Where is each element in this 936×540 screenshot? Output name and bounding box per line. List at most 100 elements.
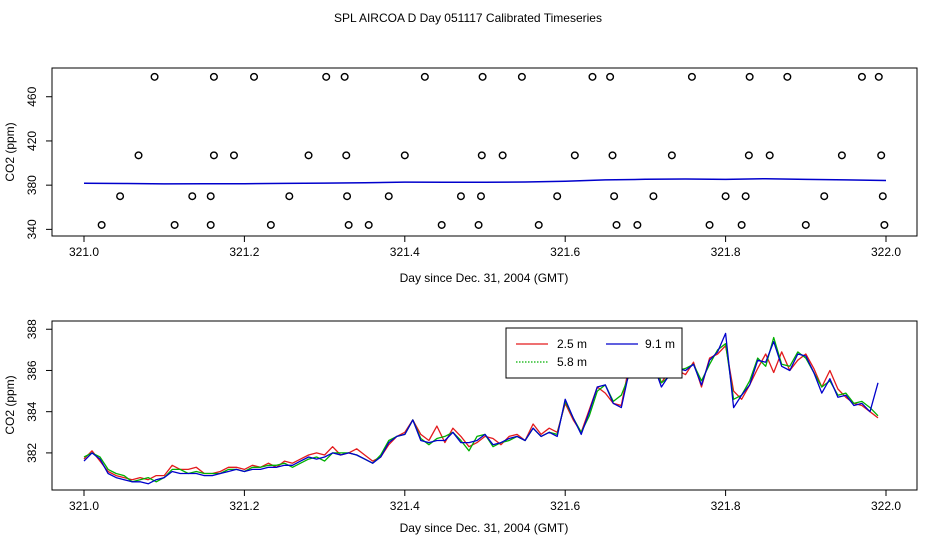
series-line-top: [83, 177, 887, 185]
panel-top: 321.0 321.2 321.4 321.6 321.8 322.0 340 380 420…: [3, 67, 918, 285]
data-point: [633, 220, 642, 229]
data-point: [801, 220, 810, 229]
data-point: [612, 220, 621, 229]
data-point: [344, 220, 353, 229]
panel-bottom-series: [83, 328, 879, 485]
data-point: [266, 220, 275, 229]
data-point: [880, 220, 889, 229]
data-point: [877, 151, 886, 160]
panel-bottom-xtick-label: 321.0: [69, 499, 99, 513]
panel-bottom-xtick-label: 321.2: [229, 499, 259, 513]
data-point: [134, 151, 143, 160]
data-point: [737, 220, 746, 229]
data-point: [456, 192, 465, 201]
legend-label-9.1m: 9.1 m: [645, 337, 675, 351]
data-point: [474, 220, 483, 229]
data-point: [588, 72, 597, 81]
panel-top-frame: [51, 67, 918, 237]
panel-top-points: [97, 72, 889, 229]
panel-top-xlabel: Day since Dec. 31, 2004 (GMT): [400, 271, 569, 285]
panel-top-ytick-label: 340: [25, 219, 39, 239]
data-point: [304, 151, 313, 160]
panel-top-ytick-label: 380: [25, 175, 39, 195]
legend-label-2.5m: 2.5 m: [557, 337, 587, 351]
panel-top-ytick-label: 420: [25, 131, 39, 151]
data-point: [478, 72, 487, 81]
data-point: [400, 151, 409, 160]
data-point: [741, 192, 750, 201]
panel-top-x-ticks: 321.0 321.2 321.4 321.6 321.8 322.0: [69, 236, 901, 259]
data-point: [721, 192, 730, 201]
panel-bottom-ytick-label: 382: [25, 443, 39, 463]
series-line-2.5m: [83, 340, 879, 481]
panel-bottom-ytick-label: 388: [25, 319, 39, 339]
panel-bottom-frame: [51, 320, 918, 491]
panel-bottom-xtick-label: 321.8: [711, 499, 741, 513]
panel-bottom-x-ticks: 321.0 321.2 321.4 321.6 321.8 322.0: [69, 490, 901, 513]
data-point: [116, 192, 125, 201]
data-point: [570, 151, 579, 160]
data-point: [610, 192, 619, 201]
data-point: [420, 72, 429, 81]
data-point: [878, 192, 887, 201]
data-point: [364, 220, 373, 229]
panel-bottom-ytick-label: 384: [25, 401, 39, 421]
figure-title: SPL AIRCOA D Day 051117 Calibrated Times…: [334, 11, 602, 25]
data-point: [874, 72, 883, 81]
data-point: [97, 220, 106, 229]
panel-bottom-ylabel: CO2 (ppm): [3, 375, 17, 434]
data-point: [229, 151, 238, 160]
data-point: [553, 192, 562, 201]
data-point: [606, 72, 615, 81]
data-point: [744, 151, 753, 160]
data-point: [820, 192, 829, 201]
data-point: [476, 192, 485, 201]
legend-label-5.8m: 5.8 m: [557, 355, 587, 369]
data-point: [340, 72, 349, 81]
series-line-9.1m: [83, 332, 879, 485]
data-point: [384, 192, 393, 201]
data-point: [209, 151, 218, 160]
data-point: [150, 72, 159, 81]
panel-bottom-ytick-label: 386: [25, 360, 39, 380]
legend: 2.5 m 5.8 m 9.1 m: [505, 327, 683, 379]
panel-top-ytick-label: 460: [25, 86, 39, 106]
panel-bottom: 321.0 321.2 321.4 321.6 321.8 322.0 382 384 386…: [3, 319, 918, 535]
panel-top-xtick-label: 321.2: [229, 245, 259, 259]
data-point: [437, 220, 446, 229]
data-point: [343, 192, 352, 201]
data-point: [285, 192, 294, 201]
data-point: [783, 72, 792, 81]
data-point: [745, 72, 754, 81]
data-point: [477, 151, 486, 160]
panel-bottom-xtick-label: 322.0: [871, 499, 901, 513]
panel-bottom-xlabel: Day since Dec. 31, 2004 (GMT): [400, 521, 569, 535]
series-line-5.8m: [83, 328, 879, 483]
panel-top-xtick-label: 321.8: [711, 245, 741, 259]
data-point: [206, 220, 215, 229]
panel-bottom-xtick-label: 321.4: [390, 499, 420, 513]
data-point: [534, 220, 543, 229]
data-point: [687, 72, 696, 81]
legend-box: [505, 327, 683, 379]
panel-bottom-xtick-label: 321.6: [550, 499, 580, 513]
data-point: [498, 151, 507, 160]
data-point: [837, 151, 846, 160]
data-point: [209, 72, 218, 81]
data-point: [342, 151, 351, 160]
panel-top-xtick-label: 321.0: [69, 245, 99, 259]
panel-bottom-y-ticks: 382 384 386 388: [25, 319, 52, 463]
data-point: [206, 192, 215, 201]
data-point: [857, 72, 866, 81]
data-point: [322, 72, 331, 81]
data-point: [170, 220, 179, 229]
panel-top-xtick-label: 322.0: [871, 245, 901, 259]
panel-top-y-ticks: 340 380 420 460: [25, 86, 52, 239]
data-point: [667, 151, 676, 160]
data-point: [608, 151, 617, 160]
panel-top-xtick-label: 321.4: [390, 245, 420, 259]
data-point: [765, 151, 774, 160]
panel-top-ylabel: CO2 (ppm): [3, 122, 17, 181]
